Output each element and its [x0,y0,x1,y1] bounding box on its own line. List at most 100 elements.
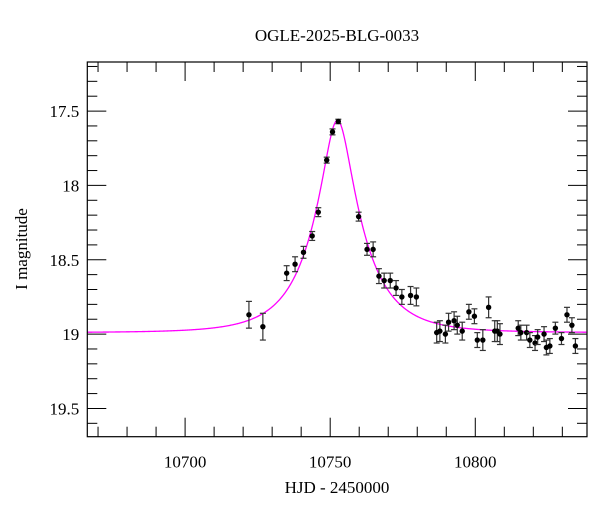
point-marker [283,270,290,276]
point-marker [518,329,524,336]
data-point [454,315,461,335]
point-marker [541,331,547,337]
data-point [568,317,575,334]
data-point [485,296,492,319]
point-marker [474,337,481,343]
data-point [465,303,472,320]
point-marker [547,343,553,349]
data-point [541,326,548,343]
data-point [292,256,299,273]
data-point [496,323,503,346]
data-point [433,321,440,344]
point-marker [442,331,449,337]
y-tick-label: 18 [62,176,79,195]
point-marker [485,304,492,311]
point-marker [445,319,452,325]
data-point [364,242,371,256]
point-marker [523,329,530,336]
point-marker [407,292,414,299]
data-point [329,128,336,136]
point-marker [552,325,559,331]
point-marker [260,323,266,330]
point-marker [497,331,503,337]
model-curve [87,119,587,333]
data-point [381,272,388,289]
data-point [245,300,252,329]
data-point [283,265,290,282]
point-marker [364,246,370,253]
point-marker [355,213,362,220]
point-marker [466,309,472,315]
tick-labels: 10700 10750 10800 17.5 18 18.5 19 19.5 [50,102,497,472]
data-point [315,207,322,218]
point-marker [329,129,336,135]
x-tick-label: 10700 [164,453,207,472]
data-point [442,324,449,344]
point-marker [381,277,387,284]
point-marker [315,209,321,215]
chart-title: OGLE-2025-BLG-0033 [255,26,419,45]
data-point [445,312,452,332]
data-point [375,268,382,285]
y-axis-label: I magnitude [12,208,31,290]
y-tick-label: 17.5 [50,102,80,121]
point-marker [437,328,443,334]
axis-ticks [87,62,587,437]
point-marker [246,312,252,318]
point-marker [572,343,579,349]
data-point [413,287,420,307]
data-point [393,279,400,297]
point-marker [324,157,330,163]
data-point [543,339,550,356]
data-point [474,332,481,349]
point-marker [399,294,405,300]
data-point [309,230,316,242]
data-point [436,320,443,343]
point-marker [335,118,342,125]
y-tick-label: 19 [62,325,79,344]
point-marker [527,337,533,343]
point-marker [564,312,570,318]
point-marker [534,334,541,340]
data-point [300,245,307,259]
data-point [515,320,522,337]
data-point [398,288,405,305]
x-axis-label: HJD - 2450000 [285,478,390,497]
point-marker [387,277,393,284]
data-point [517,324,524,341]
data-point [407,285,414,305]
plot-frame [86,61,588,438]
point-marker [459,328,465,334]
data-point [370,241,377,258]
data-points [245,118,579,356]
point-marker [454,322,460,328]
data-point [387,272,394,289]
data-point [558,332,565,346]
point-marker [471,313,478,319]
point-marker [309,233,315,239]
data-point [526,332,533,349]
data-point [355,211,362,222]
data-point [534,329,541,346]
data-point [335,118,342,125]
data-point [259,312,266,341]
point-marker [451,318,457,324]
data-point [451,311,458,331]
data-point [479,329,486,352]
data-point [563,306,570,323]
y-tick-label: 18.5 [50,251,80,270]
point-marker [515,325,521,331]
x-tick-label: 10750 [309,453,352,472]
data-point [323,156,330,164]
data-point [471,308,478,325]
point-marker [558,335,565,342]
point-marker [480,337,486,343]
x-tick-label: 10800 [454,453,497,472]
point-marker [292,261,298,267]
point-marker [569,322,575,328]
data-point [523,324,530,341]
point-marker [300,249,307,256]
data-point [552,321,559,335]
data-point [459,321,466,341]
